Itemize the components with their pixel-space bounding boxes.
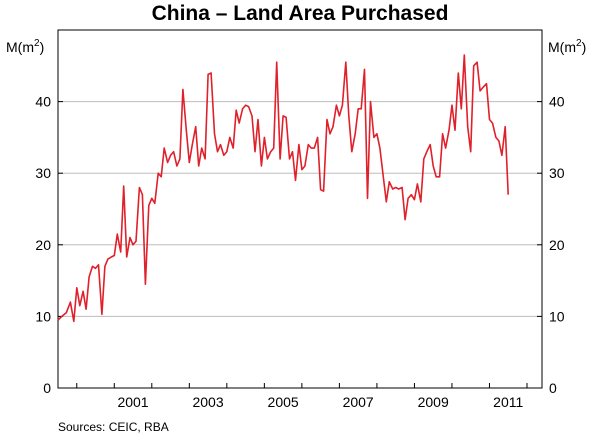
y-tick-label-left: 30 <box>35 165 51 181</box>
y-unit-label-left: M(m2) <box>6 38 44 55</box>
source-note: Sources: CEIC, RBA <box>58 420 169 434</box>
y-tick-label-left: 0 <box>43 380 51 396</box>
y-tick-label-right: 0 <box>549 380 557 396</box>
series-line-land-area <box>57 54 509 323</box>
y-tick-label-right: 30 <box>549 165 565 181</box>
plot-frame <box>57 29 543 389</box>
y-ticks-right: 0 10 20 30 40 <box>537 94 565 396</box>
y-tick-label-left: 20 <box>35 237 51 253</box>
gridlines <box>58 101 542 317</box>
y-tick-label-right: 40 <box>549 94 565 110</box>
x-tick-label: 2011 <box>493 394 523 410</box>
x-tick-label: 2001 <box>117 394 148 410</box>
x-tick-label: 2005 <box>268 394 299 410</box>
chart-title: China – Land Area Purchased <box>152 2 449 25</box>
x-ticks: 2001 2003 2005 2007 2009 2011 <box>76 383 528 410</box>
y-tick-label-right: 10 <box>549 308 565 324</box>
y-unit-label-right: M(m2) <box>548 38 586 55</box>
y-ticks-left: 0 10 20 30 40 <box>35 94 63 396</box>
y-tick-label-left: 40 <box>35 94 51 110</box>
x-tick-label: 2003 <box>192 394 223 410</box>
x-tick-label: 2009 <box>418 394 449 410</box>
y-tick-label-left: 10 <box>35 308 51 324</box>
x-tick-label: 2007 <box>343 394 374 410</box>
y-tick-label-right: 20 <box>549 237 565 253</box>
